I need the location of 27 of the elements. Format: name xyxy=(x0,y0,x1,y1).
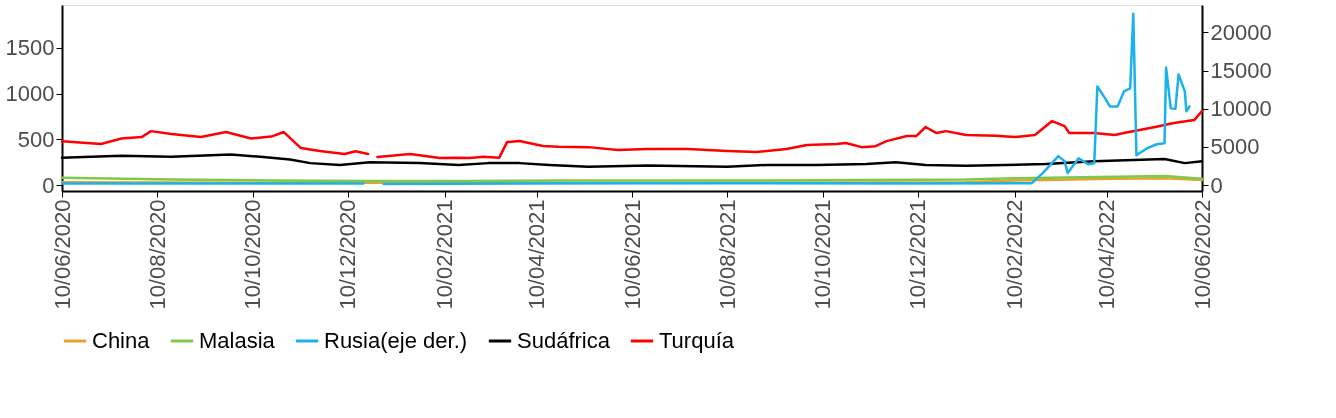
x-tick-label: 10/04/2021 xyxy=(524,199,550,310)
y2-tick-label: 0 xyxy=(1210,172,1223,198)
x-tick-label: 10/10/2021 xyxy=(810,199,836,310)
x-tick-label: 10/10/2020 xyxy=(240,199,266,310)
y2-tick-label: 5000 xyxy=(1210,134,1260,160)
x-tick-label: 10/08/2020 xyxy=(144,199,170,310)
legend-label: Rusia(eje der.) xyxy=(324,328,468,353)
y-tick-label: 0 xyxy=(42,172,55,198)
legend-label: Sudáfrica xyxy=(517,328,611,353)
y-tick-label: 1000 xyxy=(5,81,55,107)
x-tick-label: 10/06/2020 xyxy=(49,199,75,310)
legend-label: Turquía xyxy=(659,328,735,353)
x-tick-label: 10/02/2022 xyxy=(1002,199,1028,310)
x-tick-label: 10/12/2020 xyxy=(335,199,361,310)
x-tick-label: 10/04/2022 xyxy=(1094,199,1120,310)
legend-label: Malasia xyxy=(199,328,276,353)
y-tick-label: 1500 xyxy=(5,35,55,61)
y2-tick-label: 20000 xyxy=(1210,19,1272,45)
y2-tick-label: 15000 xyxy=(1210,58,1272,84)
x-tick-label: 10/12/2021 xyxy=(905,199,931,310)
legend-label: China xyxy=(92,328,151,353)
x-tick-label: 10/06/2021 xyxy=(619,199,645,310)
y-tick-label: 500 xyxy=(17,126,55,152)
x-tick-label: 10/08/2021 xyxy=(714,199,740,310)
x-tick-label: 10/02/2021 xyxy=(432,199,458,310)
x-tick-label: 10/06/2022 xyxy=(1189,199,1215,310)
y2-tick-label: 10000 xyxy=(1210,96,1272,122)
